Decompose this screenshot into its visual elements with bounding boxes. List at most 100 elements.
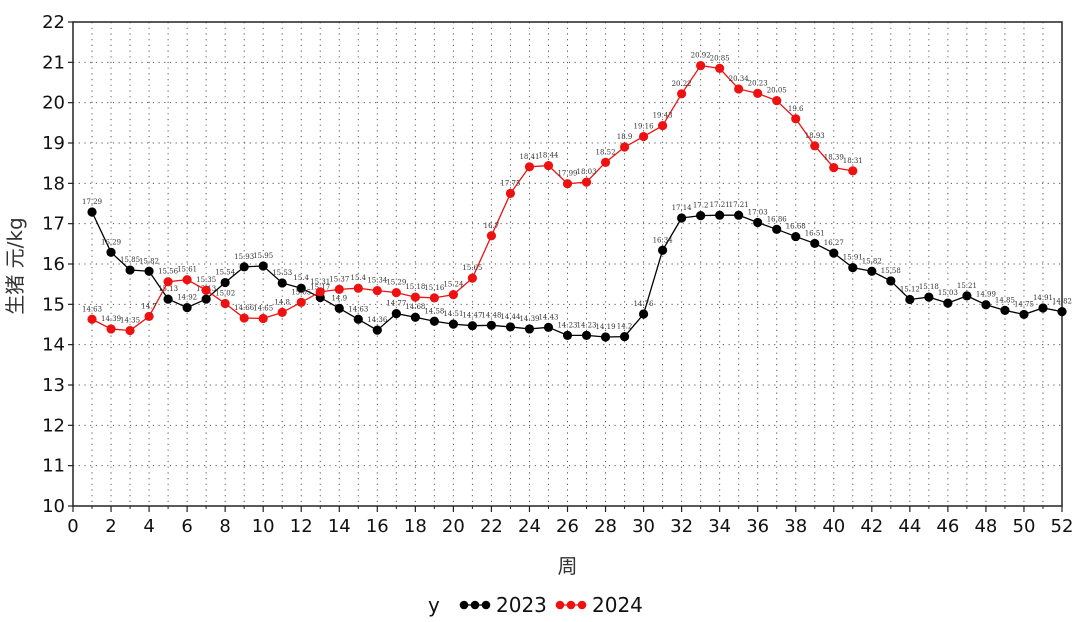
- data-point-2024: [715, 63, 725, 73]
- data-label-2023: 14.85: [995, 296, 1015, 304]
- data-point-2023: [886, 276, 896, 286]
- x-tick-label: 34: [708, 516, 731, 537]
- data-point-2023: [677, 213, 687, 223]
- x-tick-label: 32: [670, 516, 693, 537]
- data-label-2024: 20.85: [710, 54, 730, 62]
- data-point-2024: [334, 284, 344, 295]
- data-point-2023: [562, 330, 573, 340]
- data-label-2024: 19.6: [788, 105, 804, 113]
- x-tick-label: 10: [252, 516, 275, 537]
- data-label-2023: 14.23: [576, 321, 596, 329]
- x-tick-label: 4: [143, 516, 154, 537]
- data-point-2023: [239, 262, 249, 272]
- series-2023: 17.2916.2915.8515.8215.1314.9215.1315.54…: [82, 198, 1072, 342]
- data-label-2023: 14.48: [481, 311, 501, 319]
- data-point-2024: [753, 88, 763, 98]
- data-label-2023: 15.91: [843, 254, 863, 262]
- legend-label: 2024: [592, 593, 643, 617]
- data-point-2024: [125, 325, 135, 336]
- data-point-2023: [1057, 306, 1067, 317]
- data-point-2023: [734, 210, 744, 220]
- data-label-2024: 20.34: [729, 75, 750, 83]
- legend-swatch-dot: [577, 600, 587, 610]
- x-tick-label: 16: [366, 516, 389, 537]
- y-tick-label: 18: [42, 173, 65, 194]
- data-label-2024: 15.65: [462, 264, 482, 272]
- data-label-2023: 15.12: [900, 285, 920, 293]
- data-label-2024: 18.31: [843, 157, 863, 165]
- data-label-2023: 17.03: [748, 208, 768, 216]
- data-label-2023: 15.54: [215, 269, 236, 277]
- data-label-2023: 14.58: [424, 307, 444, 315]
- data-point-2023: [334, 303, 344, 313]
- data-label-2023: 14.39: [519, 315, 539, 323]
- data-point-2024: [372, 286, 382, 296]
- x-tick-label: 44: [898, 516, 921, 537]
- data-label-2024: 15.31: [310, 278, 330, 286]
- legend-swatch-dot: [470, 600, 480, 610]
- legend-label: 2023: [496, 593, 547, 617]
- x-tick-label: 6: [181, 516, 192, 537]
- data-label-2024: 20.92: [691, 52, 711, 60]
- data-label-2023: 16.51: [805, 229, 825, 237]
- y-tick-label: 17: [42, 214, 65, 235]
- data-point-2024: [429, 293, 439, 303]
- data-label-2024: 16.7: [484, 222, 500, 230]
- data-label-2023: 15.58: [881, 267, 901, 275]
- data-label-2024: 20.05: [767, 87, 787, 95]
- data-point-2023: [981, 300, 991, 310]
- data-point-2024: [391, 288, 401, 298]
- data-label-2024: 15.05: [291, 288, 311, 296]
- data-point-2024: [581, 177, 592, 187]
- data-label-2024: 15.34: [367, 277, 388, 285]
- data-label-2023: 14.92: [177, 294, 197, 302]
- y-tick-label: 22: [42, 12, 65, 33]
- data-label-2024: 15.29: [386, 279, 406, 287]
- data-label-2024: 14.66: [234, 304, 255, 312]
- data-point-2024: [619, 142, 630, 152]
- data-point-2024: [239, 313, 249, 323]
- data-label-2024: 14.39: [101, 315, 121, 323]
- data-label-2024: 14.35: [120, 317, 140, 325]
- x-tick-label: 48: [974, 516, 997, 537]
- data-point-2023: [638, 309, 649, 319]
- data-label-2024: 17.99: [557, 170, 577, 178]
- data-label-2023: 15.18: [919, 283, 939, 291]
- x-tick-label: 30: [632, 516, 655, 537]
- data-label-2023: 16.34: [653, 236, 674, 244]
- data-point-2023: [1000, 305, 1010, 315]
- data-point-2023: [467, 321, 478, 331]
- legend-item-2024: 2024: [555, 593, 643, 617]
- data-label-2024: 15.02: [215, 290, 235, 298]
- x-tick-label: 46: [936, 516, 959, 537]
- data-point-2023: [372, 325, 382, 335]
- data-point-2024: [791, 114, 801, 124]
- x-tick-label: 12: [290, 516, 313, 537]
- legend-swatch-dot: [481, 600, 491, 610]
- y-tick-label: 14: [42, 335, 65, 356]
- data-point-2023: [962, 291, 972, 301]
- data-label-2023: 14.82: [1052, 298, 1072, 306]
- data-point-2023: [391, 309, 401, 319]
- data-point-2023: [696, 211, 706, 221]
- data-point-2023: [810, 238, 820, 249]
- data-label-2024: 18.03: [576, 168, 596, 176]
- data-point-2023: [543, 322, 554, 332]
- data-label-2024: 20.22: [672, 80, 692, 88]
- grid: [73, 22, 1062, 506]
- data-point-2023: [715, 210, 725, 220]
- data-label-2023: 14.76: [634, 300, 655, 308]
- data-point-2023: [448, 319, 458, 329]
- y-tick-label: 15: [42, 294, 65, 315]
- data-point-2024: [562, 179, 573, 189]
- x-tick-label: 28: [594, 516, 617, 537]
- x-tick-label: 20: [442, 516, 465, 537]
- data-point-2024: [696, 60, 706, 71]
- y-tick-label: 11: [42, 456, 65, 477]
- data-point-2023: [410, 312, 420, 322]
- legend-swatch-dot: [555, 600, 565, 610]
- data-label-2024: 14.8: [274, 298, 290, 306]
- x-tick-label: 22: [480, 516, 503, 537]
- data-point-2024: [848, 166, 858, 176]
- series-line-2023: [91, 211, 1063, 338]
